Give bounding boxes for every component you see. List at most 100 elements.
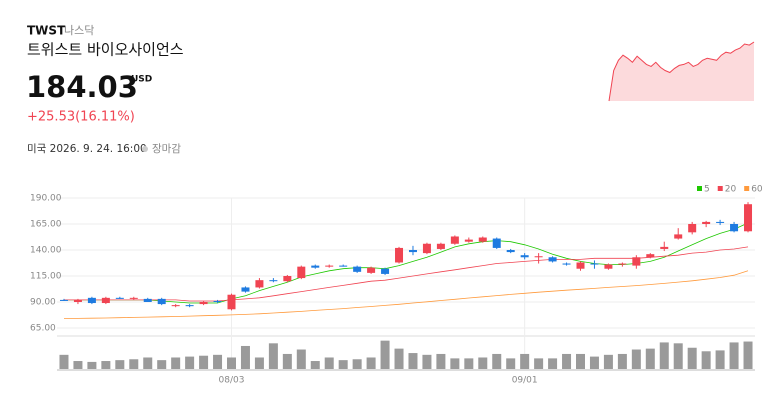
volume-bar [73, 361, 83, 369]
volume-bar [603, 354, 613, 369]
volume-bar [436, 353, 446, 369]
volume-bar [422, 354, 432, 369]
volume-bar [87, 361, 97, 369]
volume-bar [659, 342, 669, 369]
candle-body [59, 299, 68, 301]
y-tick-label: 190.00 [30, 194, 62, 204]
x-tick-label: 08/03 [219, 376, 245, 386]
volume-bar [157, 360, 167, 369]
sparkline [608, 41, 755, 102]
candle-body [101, 297, 110, 304]
candle-body [339, 265, 348, 267]
candle-body [241, 287, 250, 292]
volume-bar [227, 357, 236, 369]
y-tick-label: 115.00 [30, 272, 62, 282]
candle-body [325, 265, 334, 267]
exchange: 나스닥 [64, 24, 94, 37]
ticker: TWST [27, 24, 66, 38]
volume-bar [129, 359, 139, 369]
market-status: 장마감 [152, 143, 181, 155]
candle-body [381, 268, 390, 274]
currency: USD [131, 75, 152, 85]
y-tick-label: 90.00 [30, 298, 56, 308]
candle-body [283, 276, 292, 282]
candle-body [171, 305, 180, 307]
volume-bar [492, 353, 502, 369]
candle-body [674, 234, 683, 239]
volume-bar [115, 360, 125, 369]
volume-bar [701, 351, 711, 369]
candle-body [395, 247, 404, 263]
moving-average-line [64, 222, 749, 304]
y-tick-label: 140.00 [30, 246, 62, 256]
volume-bar [589, 356, 599, 369]
volume-bar [213, 354, 223, 369]
volume-bar [478, 357, 488, 369]
volume-bar [520, 353, 530, 369]
volume-bar [645, 348, 655, 369]
candle-body [548, 257, 557, 262]
legend-label: 60 [751, 185, 763, 195]
volume-bar [296, 349, 306, 369]
candle-body [199, 302, 208, 305]
candle-body [506, 250, 515, 253]
candle-body [660, 246, 669, 249]
volume-bar [352, 359, 362, 369]
volume-bar [366, 357, 376, 369]
volume-bar [171, 357, 181, 369]
sparkline-area [609, 42, 754, 101]
volume-bar [450, 358, 460, 369]
candle-body [464, 239, 473, 242]
moving-average-line [63, 270, 749, 319]
candle-body [576, 262, 585, 269]
stock-name: 트위스트 바이오사이언스 [27, 41, 184, 59]
volume-bar [310, 361, 320, 369]
volume-bar [408, 353, 418, 369]
candle-body [646, 254, 655, 258]
candle-body [450, 236, 459, 244]
volume-bar [380, 340, 390, 369]
candle-body [185, 305, 194, 307]
volume-bar [631, 349, 641, 369]
candle-body [520, 255, 529, 258]
candle-body [534, 256, 543, 258]
candle-body [353, 266, 362, 272]
volume-bar [464, 358, 474, 369]
volume-bar [268, 343, 278, 369]
candle-body [87, 297, 96, 304]
y-tick-label: 165.00 [30, 220, 62, 230]
legend-swatch [717, 186, 723, 191]
volume-bar [506, 358, 516, 369]
moving-average-line [64, 246, 749, 302]
volume-bar [715, 350, 725, 369]
candle-body [255, 280, 264, 288]
status-dot [142, 146, 148, 152]
candle-body [269, 280, 278, 282]
price-change: +25.53(16.11%) [27, 110, 135, 125]
candle-body [422, 243, 431, 254]
volume-bar [338, 360, 348, 369]
volume-bar [729, 342, 739, 369]
candle-body [408, 250, 417, 253]
volume-bar [743, 341, 753, 369]
candle-body [702, 221, 711, 224]
candle-body [618, 263, 627, 265]
candle-body [115, 297, 124, 299]
volume-bar [185, 356, 195, 369]
quote-time: 미국 2026. 9. 24. 16:00 [27, 143, 147, 155]
candle-body [436, 243, 445, 249]
volume-bar [548, 358, 558, 369]
volume-bar [673, 343, 683, 369]
volume-bar [240, 345, 250, 369]
legend-label: 5 [704, 185, 710, 195]
candle-body [562, 263, 571, 265]
volume-bar [101, 361, 111, 369]
volume-bar [687, 347, 697, 369]
volume-bar [394, 348, 404, 369]
x-tick-label: 09/01 [512, 376, 538, 386]
legend-label: 20 [725, 185, 737, 195]
volume-bar [534, 358, 544, 369]
candle-body [590, 263, 599, 265]
candle-body [688, 224, 697, 233]
